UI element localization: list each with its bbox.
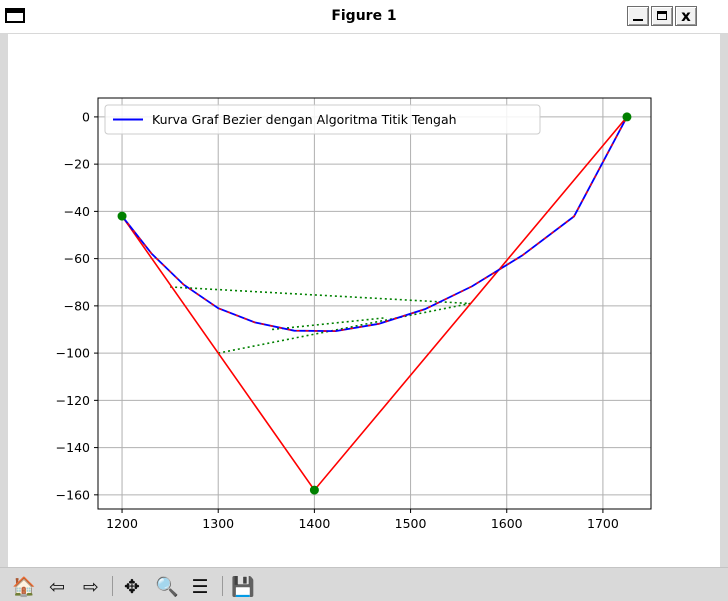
legend-label: Kurva Graf Bezier dengan Algoritma Titik…	[152, 112, 457, 127]
axes-background	[98, 98, 651, 509]
x-tick-label: 1400	[298, 516, 330, 531]
y-tick-label: −60	[64, 251, 90, 266]
y-tick-label: 0	[82, 109, 90, 124]
pan-icon[interactable]: ✥	[124, 576, 140, 598]
y-tick-label: −160	[56, 487, 90, 502]
control-point	[309, 485, 319, 495]
window-titlebar[interactable]: Figure 1 x	[0, 0, 728, 34]
x-tick-label: 1300	[202, 516, 234, 531]
construction-line	[271, 316, 387, 331]
navigation-toolbar: 🏠 ⇦ ⇨ ✥ 🔍 ☰ 💾	[0, 567, 728, 601]
y-tick-label: −40	[64, 204, 90, 219]
window-frame-left	[0, 34, 8, 567]
minimize-button[interactable]	[627, 6, 649, 26]
x-tick-label: 1200	[106, 516, 138, 531]
y-tick-label: −100	[56, 346, 90, 361]
save-icon[interactable]: 💾	[231, 576, 255, 598]
construction-line	[170, 286, 471, 305]
control-point	[622, 112, 632, 122]
control-point	[117, 211, 127, 221]
midpoint-segments-line	[121, 116, 628, 332]
window-icon	[5, 8, 25, 23]
legend-box	[104, 104, 541, 135]
y-tick-label: −80	[64, 298, 90, 313]
home-icon[interactable]: 🏠	[12, 576, 36, 598]
toolbar-separator	[112, 576, 113, 596]
toolbar-separator	[222, 576, 223, 596]
figure-canvas[interactable]: 1200 1300 1400 1500 1600 1700 0 −20 −40 −60 −80 −10…	[8, 34, 720, 567]
forward-icon[interactable]: ⇨	[83, 576, 99, 598]
close-button[interactable]: x	[675, 6, 697, 26]
y-tick-label: −20	[64, 157, 90, 172]
window-title: Figure 1	[331, 8, 397, 24]
y-tick-label: −140	[56, 440, 90, 455]
maximize-button[interactable]	[651, 6, 673, 26]
x-tick-label: 1600	[491, 516, 523, 531]
y-tick-label: −120	[56, 393, 90, 408]
zoom-icon[interactable]: 🔍	[155, 576, 179, 598]
close-icon: x	[681, 7, 691, 25]
axes-frame	[97, 97, 652, 510]
back-icon[interactable]: ⇦	[49, 576, 65, 598]
x-tick-label: 1500	[395, 516, 427, 531]
configure-subplots-icon[interactable]: ☰	[191, 576, 209, 598]
window-frame-right	[720, 34, 728, 567]
plot-svg[interactable]: 1200 1300 1400 1500 1600 1700 0 −20 −40 −60 −80 −10…	[8, 34, 720, 567]
x-tick-label: 1700	[587, 516, 619, 531]
